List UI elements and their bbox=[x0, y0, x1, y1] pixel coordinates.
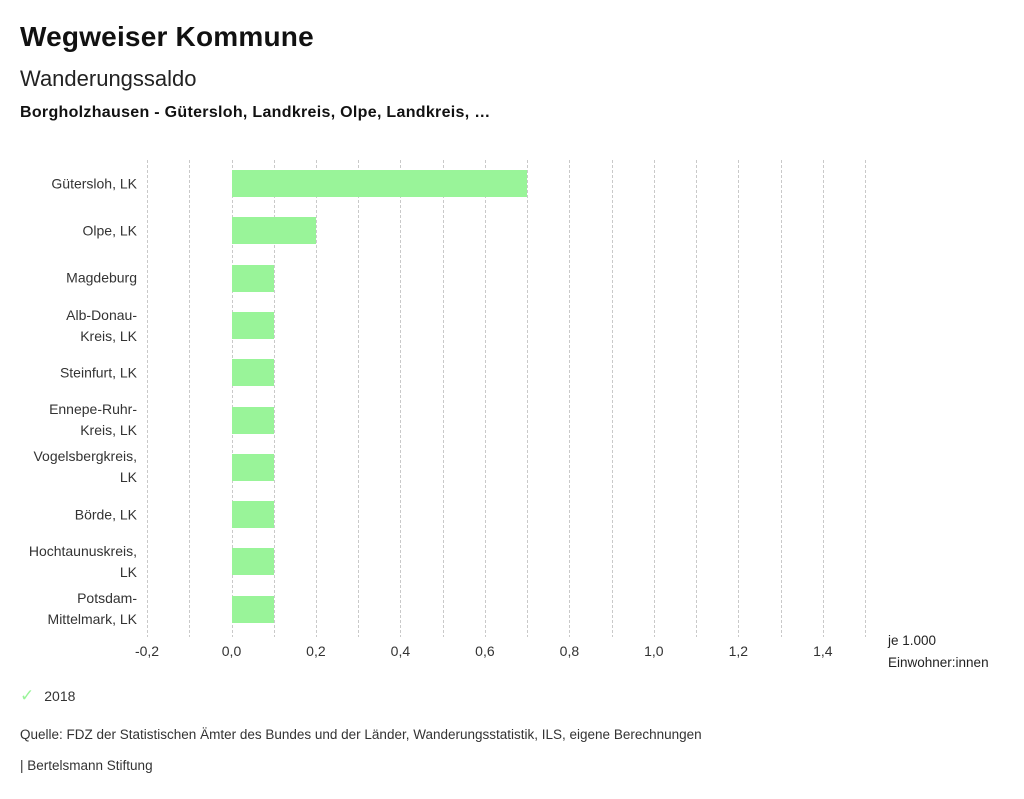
bar-series-2018-row-0[interactable] bbox=[231, 170, 528, 198]
x-axis-unit-line1: je 1.000 bbox=[888, 633, 937, 648]
x-tick-label: 0,8 bbox=[559, 643, 580, 659]
x-tick-label: 1,0 bbox=[644, 643, 664, 659]
chart-row: Alb-Donau- Kreis, LK bbox=[66, 302, 865, 349]
category-label: Magdeburg bbox=[66, 269, 137, 286]
bar-series-2018-row-4[interactable] bbox=[231, 359, 274, 387]
x-tick-label: 0,4 bbox=[390, 643, 411, 659]
category-label: Alb-Donau- Kreis, LK bbox=[66, 306, 137, 344]
x-tick-label: 0,6 bbox=[475, 643, 495, 659]
chart-row: Steinfurt, LK bbox=[60, 349, 865, 396]
x-tick-label: 1,4 bbox=[813, 643, 833, 659]
gridline bbox=[147, 160, 148, 637]
chart-row: Olpe, LK bbox=[83, 207, 865, 254]
chart-row: Ennepe-Ruhr- Kreis, LK bbox=[49, 397, 865, 444]
chart-row: Magdeburg bbox=[66, 255, 865, 302]
gridline bbox=[231, 160, 233, 637]
chart-row: Hochtaunuskreis, LK bbox=[29, 538, 865, 585]
gridline bbox=[653, 160, 655, 637]
bar-series-2018-row-1[interactable] bbox=[231, 217, 316, 245]
x-axis-unit-label: je 1.000 Einwohner:innen bbox=[888, 630, 989, 673]
category-label: Börde, LK bbox=[74, 506, 137, 523]
gridline bbox=[527, 160, 529, 637]
category-label: Hochtaunuskreis, LK bbox=[28, 543, 137, 581]
gridline bbox=[822, 160, 824, 637]
bar-series-2018-row-8[interactable] bbox=[231, 548, 274, 576]
legend-label: 2018 bbox=[44, 687, 76, 704]
bar-series-2018-row-6[interactable] bbox=[231, 453, 274, 481]
gridline bbox=[611, 160, 613, 637]
chart-title: Wanderungssaldo bbox=[20, 66, 197, 91]
bar-series-2018-row-5[interactable] bbox=[231, 406, 274, 434]
gridline bbox=[400, 160, 402, 637]
chart-entities-subtitle: Borgholzhausen - Gütersloh, Landkreis, O… bbox=[20, 104, 491, 121]
chart-row: Börde, LK bbox=[75, 491, 865, 538]
gridline bbox=[780, 160, 782, 637]
gridline bbox=[315, 160, 317, 637]
gridline bbox=[484, 160, 486, 637]
bar-chart-plot-area: Gütersloh, LK Olpe, LK Magdeburg Alb-Donau-… bbox=[29, 160, 866, 659]
x-tick-label: -0,2 bbox=[134, 643, 160, 659]
gridline bbox=[738, 160, 740, 637]
category-label: Potsdam- Mittelmark, LK bbox=[47, 590, 137, 628]
bar-series-2018-row-7[interactable] bbox=[231, 501, 274, 529]
chart-row: Vogelsbergkreis, LK bbox=[33, 444, 865, 491]
branding-note: | Bertelsmann Stiftung bbox=[20, 758, 153, 773]
chart-row: Potsdam- Mittelmark, LK bbox=[48, 586, 865, 633]
category-label: Olpe, LK bbox=[82, 222, 137, 239]
x-axis-unit-line2: Einwohner:innen bbox=[888, 654, 989, 670]
gridline bbox=[189, 160, 191, 637]
category-label: Gütersloh, LK bbox=[51, 175, 137, 192]
bar-series-2018-row-2[interactable] bbox=[231, 264, 274, 292]
category-label: Vogelsbergkreis, LK bbox=[33, 448, 137, 486]
chart-row: Gütersloh, LK bbox=[51, 160, 865, 207]
gridline bbox=[696, 160, 698, 637]
gridline bbox=[442, 160, 444, 637]
gridline bbox=[358, 160, 360, 637]
bar-series-2018-row-9[interactable] bbox=[231, 595, 274, 623]
x-tick-label: 0,0 bbox=[221, 643, 242, 659]
gridline bbox=[569, 160, 571, 637]
source-note: Quelle: FDZ der Statistischen Ämter des … bbox=[20, 727, 702, 742]
category-label: Steinfurt, LK bbox=[59, 364, 137, 381]
check-icon: ✓ bbox=[20, 686, 35, 705]
gridline bbox=[273, 160, 275, 637]
bar-series-2018-row-3[interactable] bbox=[231, 311, 274, 339]
category-label: Ennepe-Ruhr- Kreis, LK bbox=[49, 401, 137, 439]
legend-item-2018[interactable]: ✓ 2018 bbox=[20, 687, 75, 704]
gridline bbox=[865, 160, 866, 637]
app-title: Wegweiser Kommune bbox=[20, 21, 314, 52]
x-tick-label: 1,2 bbox=[728, 643, 749, 659]
x-tick-label: 0,2 bbox=[306, 643, 326, 659]
